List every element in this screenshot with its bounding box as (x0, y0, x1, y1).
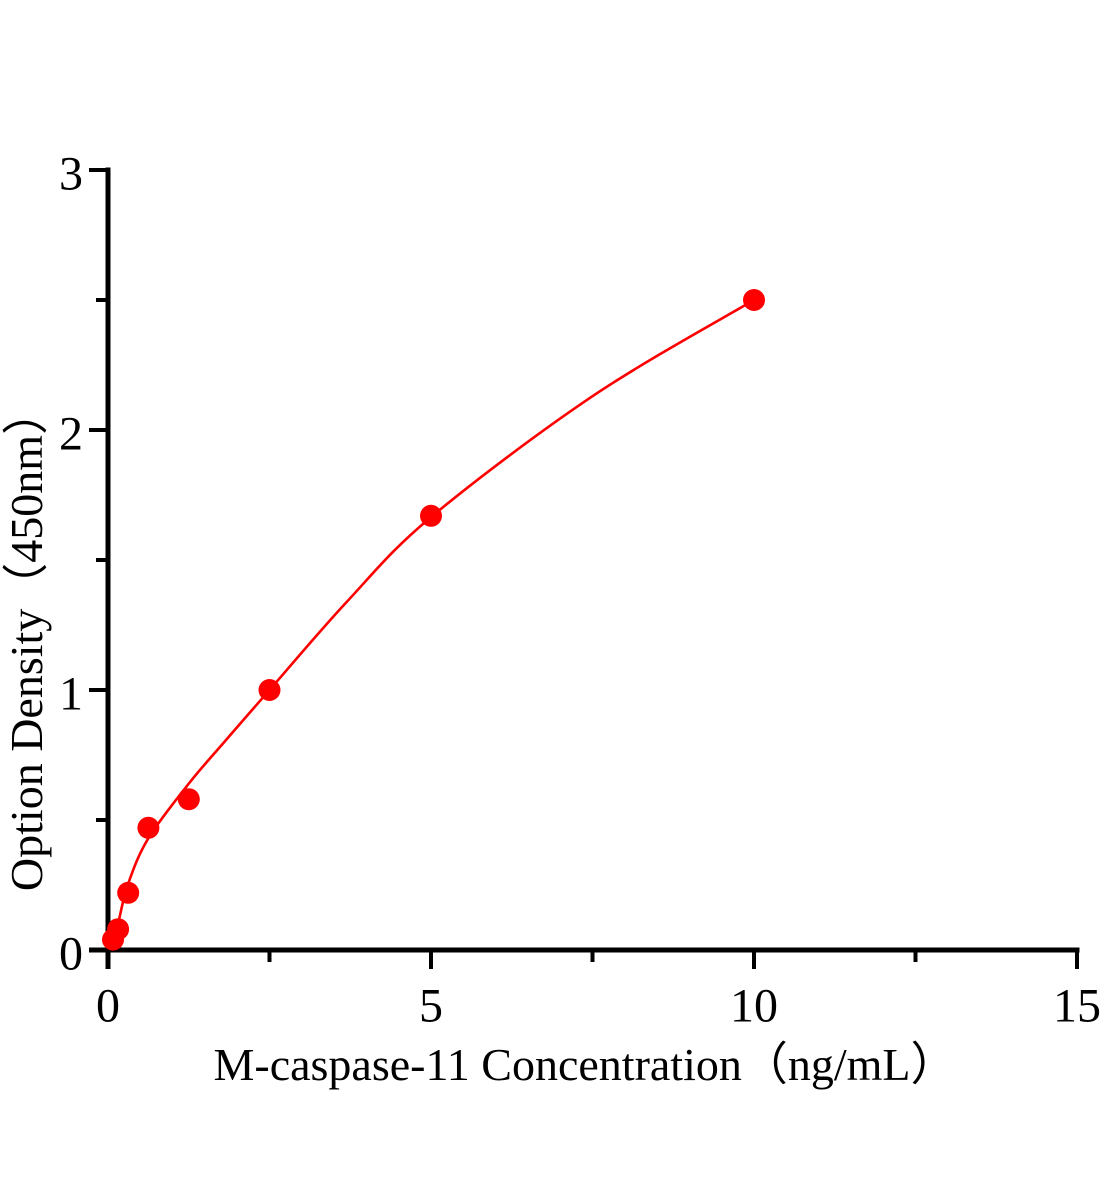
data-point-marker (420, 504, 442, 527)
curve-layer (111, 298, 755, 951)
tick-label-layer: 0 1 2 3 0 5 10 15 (59, 148, 1101, 1033)
fit-curve-line (111, 298, 755, 951)
data-point-marker (117, 881, 140, 904)
data-point-marker (137, 816, 160, 839)
y-tick-label: 2 (59, 408, 83, 461)
x-tick-label: 0 (96, 980, 120, 1033)
y-tick-label: 1 (59, 668, 83, 721)
y-tick-label: 0 (59, 928, 83, 981)
data-point-marker (107, 918, 130, 941)
axes-layer (89, 167, 1080, 969)
x-tick-label: 10 (730, 980, 778, 1033)
y-axis-title: Option Density（450nm） (1, 389, 52, 891)
x-tick-label: 5 (419, 980, 443, 1033)
data-point-marker (743, 289, 765, 311)
marker-layer (102, 289, 765, 951)
data-point-marker (177, 788, 200, 811)
x-tick-label: 15 (1053, 980, 1101, 1033)
x-axis-title: M-caspase-11 Concentration（ng/mL） (213, 1039, 956, 1090)
data-point-marker (258, 679, 281, 701)
y-tick-label: 3 (59, 148, 83, 201)
